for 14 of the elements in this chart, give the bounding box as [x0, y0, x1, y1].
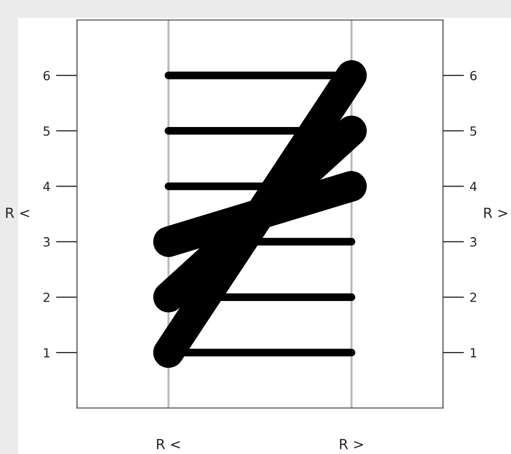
y-tick-label: 1 [44, 348, 50, 358]
y-tick-label: 2 [44, 292, 50, 302]
y2-tick-label: 5 [470, 126, 476, 136]
y-axis-title: R < [6, 208, 30, 218]
y-tick-label: 6 [44, 70, 50, 80]
y2-tick-label: 4 [470, 182, 477, 192]
y2-tick-label: 6 [470, 70, 477, 80]
y2-tick-label: 3 [470, 237, 476, 247]
y-tick-label: 5 [44, 126, 50, 136]
y-tick-label: 3 [44, 237, 50, 247]
y2-tick-label: 2 [470, 292, 476, 302]
y-tick-label: 4 [43, 182, 50, 192]
y2-axis-title: R > [484, 208, 508, 218]
y2-tick-label: 1 [470, 348, 476, 358]
